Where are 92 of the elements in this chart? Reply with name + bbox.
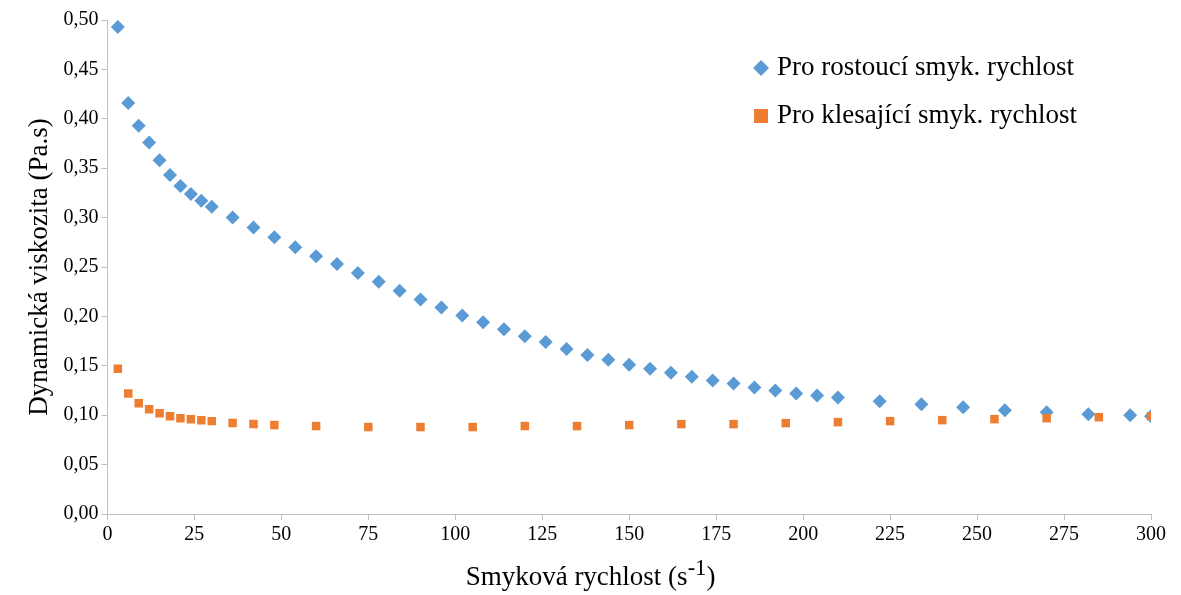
point bbox=[538, 335, 553, 350]
point bbox=[496, 322, 511, 337]
point bbox=[197, 415, 206, 425]
point bbox=[152, 153, 167, 168]
x-tick-label: 200 bbox=[788, 522, 819, 545]
point bbox=[517, 329, 532, 344]
x-tick-label: 0 bbox=[102, 522, 113, 545]
point bbox=[914, 397, 929, 412]
point bbox=[329, 257, 344, 272]
y-tick-label: 0,25 bbox=[63, 254, 99, 277]
point bbox=[580, 347, 595, 362]
point bbox=[194, 193, 209, 208]
point bbox=[663, 365, 678, 380]
point bbox=[228, 418, 237, 428]
y-tick-label: 0,50 bbox=[63, 7, 99, 30]
point bbox=[677, 419, 686, 429]
y-tick-label: 0,40 bbox=[63, 106, 99, 129]
point bbox=[131, 118, 146, 133]
point bbox=[173, 178, 188, 193]
x-tick-label: 300 bbox=[1136, 522, 1166, 545]
x-tick-label: 25 bbox=[184, 522, 205, 545]
point bbox=[288, 240, 303, 255]
point bbox=[705, 373, 720, 388]
y-tick-label: 0,45 bbox=[63, 56, 99, 79]
point bbox=[124, 389, 133, 398]
x-tick-label: 125 bbox=[527, 522, 558, 545]
y-tick-label: 0,15 bbox=[63, 353, 99, 376]
point bbox=[163, 168, 178, 183]
point bbox=[155, 408, 164, 418]
point bbox=[246, 220, 261, 235]
point bbox=[350, 265, 365, 280]
y-tick-label: 0,00 bbox=[63, 501, 99, 524]
point bbox=[364, 422, 373, 432]
point bbox=[249, 419, 258, 429]
x-tick-label: 225 bbox=[875, 522, 906, 545]
point bbox=[872, 394, 887, 409]
point bbox=[225, 210, 240, 225]
point bbox=[810, 388, 825, 403]
point bbox=[413, 292, 428, 307]
y-tick-label: 0,30 bbox=[63, 204, 99, 227]
point bbox=[789, 386, 804, 401]
x-tick-label: 150 bbox=[614, 522, 645, 545]
point bbox=[956, 400, 971, 415]
point bbox=[729, 419, 738, 429]
point bbox=[1123, 408, 1138, 423]
x-axis-title: Smyková rychlost (s$^{-1}$) bbox=[464, 555, 717, 592]
point bbox=[183, 186, 198, 201]
point bbox=[455, 308, 470, 323]
point bbox=[559, 342, 574, 356]
point bbox=[142, 135, 157, 150]
point bbox=[416, 422, 425, 432]
point bbox=[622, 357, 637, 372]
x-tick-label: 100 bbox=[440, 522, 471, 545]
legend-label: Pro rostoucí smyk. rychlost bbox=[777, 51, 1075, 82]
y-tick-label: 0,35 bbox=[63, 155, 99, 178]
point bbox=[643, 361, 658, 376]
point bbox=[267, 230, 282, 245]
point bbox=[110, 20, 125, 34]
point bbox=[121, 95, 136, 110]
point bbox=[309, 249, 324, 264]
y-tick-label: 0,10 bbox=[63, 402, 99, 425]
point bbox=[134, 399, 143, 408]
point bbox=[684, 369, 699, 384]
y-axis-title: Dynamická viskozita (Pa.s) bbox=[23, 118, 54, 416]
point bbox=[468, 422, 477, 432]
point bbox=[270, 420, 279, 430]
point bbox=[938, 415, 947, 425]
point bbox=[392, 283, 407, 298]
point bbox=[747, 380, 762, 395]
point bbox=[781, 418, 790, 428]
point bbox=[434, 300, 449, 315]
y-tick-label: 0,05 bbox=[63, 451, 99, 474]
x-tick-label: 250 bbox=[962, 522, 993, 545]
point bbox=[601, 352, 616, 367]
y-tick-label: 0,20 bbox=[63, 303, 99, 326]
x-tick-label: 50 bbox=[271, 522, 292, 545]
point bbox=[476, 315, 491, 330]
x-tick-label: 75 bbox=[358, 522, 379, 545]
x-tick-label: 175 bbox=[701, 522, 732, 545]
point bbox=[144, 405, 154, 414]
point bbox=[830, 390, 845, 405]
point bbox=[997, 403, 1012, 418]
point bbox=[371, 274, 386, 289]
x-tick-label: 275 bbox=[1049, 522, 1080, 545]
point bbox=[176, 413, 185, 423]
point bbox=[204, 199, 219, 214]
point bbox=[1081, 407, 1096, 422]
point bbox=[768, 383, 783, 398]
legend-label: Pro klesající smyk. rychlost bbox=[777, 99, 1078, 130]
point bbox=[726, 376, 741, 391]
point bbox=[990, 414, 999, 424]
point bbox=[1042, 413, 1051, 423]
